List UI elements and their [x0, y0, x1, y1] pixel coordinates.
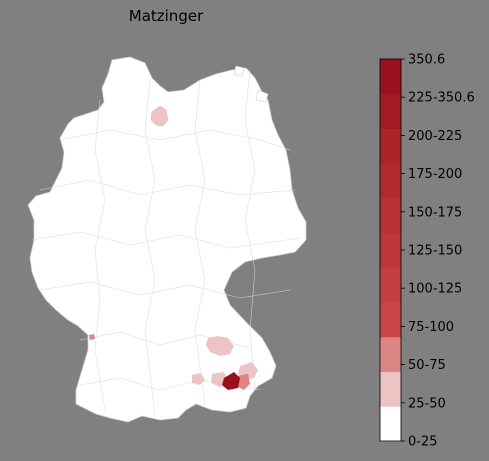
colorbar-tick-label: 200-225: [408, 129, 462, 144]
bavaria-hotspot: [222, 372, 240, 390]
southwest-region-small: [89, 334, 95, 340]
colorbar-bin-175-200: [380, 163, 401, 199]
colorbar-tick-label: 225-350.6: [408, 91, 475, 106]
colorbar-tick-label: 175-200: [408, 167, 462, 182]
map-title: Matzinger: [128, 7, 204, 25]
colorbar-tick-label: 75-100: [408, 320, 454, 335]
bavaria-south-region-1: [192, 373, 205, 385]
bavaria-north-region: [206, 336, 234, 356]
colorbar-bin-125-150: [380, 232, 401, 268]
colorbar-tick-label: 100-125: [408, 282, 462, 297]
colorbar-bin-100-125: [380, 267, 401, 303]
colorbar-bin-225-350.6: [380, 93, 401, 129]
north-island: [233, 65, 245, 77]
colorbar-tick-label: 25-50: [408, 396, 446, 411]
colorbar-tick-label: 125-150: [408, 244, 462, 259]
colorbar-bin-0-25: [380, 406, 401, 442]
district-borders: [31, 69, 301, 416]
northeast-island: [255, 89, 269, 103]
colorbar-tick-label: 0-25: [408, 435, 438, 450]
colorbar-tick-label: 150-175: [408, 205, 462, 220]
colorbar-tick-label: 350.6: [408, 53, 445, 68]
colorbar-tick-label: 50-75: [408, 358, 446, 373]
colorbar-bin-50-75: [380, 336, 401, 373]
colorbar-bin-150-175: [380, 197, 401, 234]
colorbar-bin-25-50: [380, 371, 401, 407]
north-region: [150, 105, 169, 127]
colorbar-bin-75-100: [380, 302, 401, 338]
colorbar-bin-350.6: [380, 59, 401, 95]
colorbar-bin-200-225: [380, 128, 401, 164]
germany-outline: [27, 56, 307, 423]
colorbar: 0-25 25-50 50-75 75-100 100-125 125-150 150-17…: [379, 53, 475, 450]
